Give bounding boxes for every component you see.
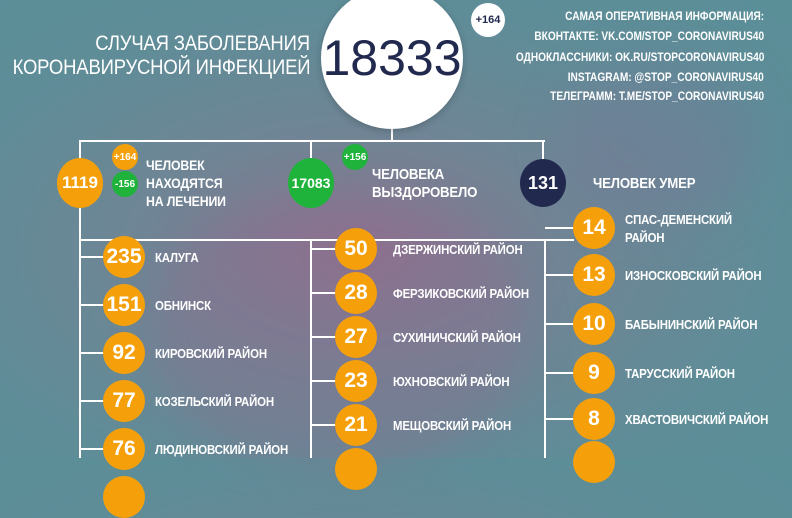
region-name: ЮХНОВСКИЙ РАЙОН [393,374,510,389]
connector-line [79,140,81,160]
region-name: КАЛУГА [155,250,199,265]
connector-line [310,239,312,458]
region-name: ИЗНОСКОВСКИЙ РАЙОН [625,268,762,283]
link-telegram[interactable]: ТЕЛЕГРАММ: T.ME/STOP_CORONAVIRUS40 [549,91,764,103]
region-count-circle [335,448,377,490]
treatment-label: НА ЛЕЧЕНИИ [146,193,226,209]
region-name: СПАС-ДЕМЕНСКИЙ [625,212,732,227]
region-count-circle: 27 [335,316,377,358]
branch-line [80,448,106,450]
region-count-circle [103,476,145,518]
region-count-circle: 92 [103,332,145,374]
connector-line [542,140,544,160]
region-count-circle: 77 [103,380,145,422]
treatment-minus-badge: -156 [112,171,138,197]
branch-line [311,248,338,250]
branch-line [80,352,106,354]
connector-line [79,239,574,241]
recovered-count-circle: 17083 [288,158,334,208]
treatment-plus-badge: +164 [112,144,138,170]
connector-line [79,206,81,458]
region-count-circle: 50 [335,228,377,270]
branch-line [545,274,576,276]
title-line-2: КОРОНАВИРУСНОЙ ИНФЕКЦИЕЙ [12,56,310,79]
treatment-label: ЧЕЛОВЕК [146,157,205,173]
connector-line [391,128,393,141]
branch-line [80,256,106,258]
region-count-circle: 13 [573,254,615,296]
link-ok[interactable]: ОДНОКЛАССНИКИ: OK.RU/STOPCORONAVIRUS40 [515,52,764,64]
branch-line [311,336,338,338]
region-count-circle: 10 [573,303,615,345]
region-count-circle: 14 [573,207,615,249]
died-count-circle: 131 [520,159,566,207]
background-virus-image [560,60,760,220]
title-line-1: СЛУЧАЯ ЗАБОЛЕВАНИЯ [95,32,310,55]
branch-line [311,380,338,382]
region-name: ХВАСТОВИЧСКИЙ РАЙОН [625,412,769,427]
region-name: ДЗЕРЖИНСКИЙ РАЙОН [393,242,523,257]
branch-line [545,418,576,420]
region-name: ЛЮДИНОВСКИЙ РАЙОН [155,442,289,457]
connector-line [79,140,545,142]
branch-line [545,372,576,374]
region-name: ОБНИНСК [155,298,211,313]
region-count-circle [573,441,615,483]
region-name: БАБЫНИНСКИЙ РАЙОН [625,317,758,332]
connector-line [310,140,312,160]
region-name: ФЕРЗИКОВСКИЙ РАЙОН [393,286,529,301]
treatment-label: НАХОДЯТСЯ [146,175,223,191]
total-delta-badge: +164 [471,3,505,37]
recovered-plus-badge: +156 [342,144,368,170]
region-name: СУХИНИЧСКИЙ РАЙОН [393,330,521,345]
region-name: ТАРУССКИЙ РАЙОН [625,366,735,381]
region-name: КИРОВСКИЙ РАЙОН [155,346,267,361]
region-name: КОЗЕЛЬСКИЙ РАЙОН [155,394,274,409]
region-count-circle: 23 [335,360,377,402]
died-label: ЧЕЛОВЕК УМЕР [593,175,696,192]
link-instagram[interactable]: INSTAGRAM: @STOP_CORONAVIRUS40 [568,72,764,84]
treatment-count-circle: 1119 [57,158,103,208]
link-vk[interactable]: ВКОНТАКТЕ: VK.COM/STOP_CORONAVIRUS40 [534,31,764,43]
branch-line [80,400,106,402]
branch-line [311,424,338,426]
connector-line [544,239,546,458]
branch-line [545,323,576,325]
region-count-circle: 28 [335,272,377,314]
region-name: РАЙОН [625,230,665,245]
region-count-circle: 151 [103,284,145,326]
info-heading: САМАЯ ОПЕРАТИВНАЯ ИНФОРМАЦИЯ: [565,11,764,23]
region-name: МЕЩОВСКИЙ РАЙОН [393,418,512,433]
recovered-label: ЧЕЛОВЕКА [372,166,445,183]
branch-line [545,227,576,229]
region-count-circle: 235 [103,236,145,278]
region-count-circle: 8 [573,398,615,440]
total-cases-circle: 18333 [321,0,463,129]
branch-line [80,304,106,306]
region-count-circle: 76 [103,428,145,470]
branch-line [311,292,338,294]
region-count-circle: 21 [335,404,377,446]
region-count-circle: 9 [573,352,615,394]
recovered-label: ВЫЗДОРОВЕЛО [372,184,478,201]
